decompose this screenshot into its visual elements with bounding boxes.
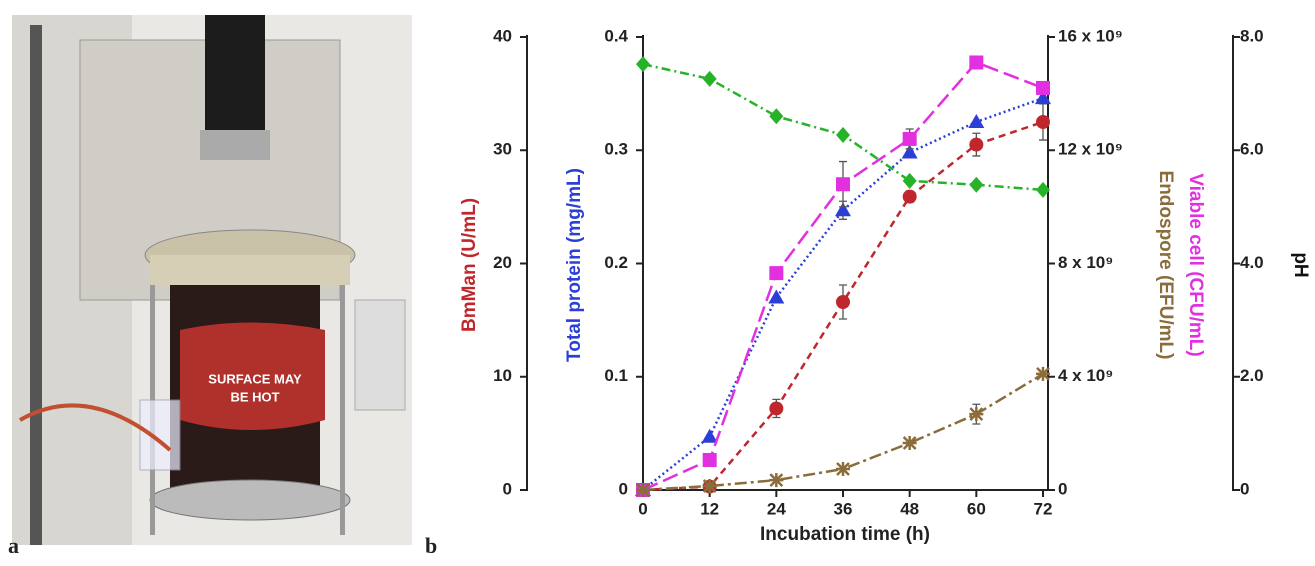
marker <box>835 202 851 217</box>
marker <box>836 295 850 310</box>
panel-label: a <box>8 533 19 558</box>
x-axis-title: Incubation time (h) <box>760 524 930 545</box>
svg-text:BE HOT: BE HOT <box>230 389 279 404</box>
y-tick-label: 6.0 <box>1240 140 1264 159</box>
y-axis-title: pH <box>1290 252 1311 277</box>
x-tick-label: 72 <box>1034 499 1053 518</box>
y-tick-label: 0.2 <box>604 253 628 272</box>
marker <box>902 436 917 451</box>
marker <box>701 428 718 443</box>
x-tick-label: 0 <box>638 499 647 518</box>
x-tick-label: 60 <box>967 499 986 518</box>
marker <box>1035 90 1051 105</box>
y-tick-label: 20 <box>493 253 512 272</box>
y-tick-label: 0 <box>619 479 628 498</box>
marker <box>969 176 984 193</box>
y-tick-label: 0.4 <box>604 26 628 45</box>
svg-text:SURFACE MAY: SURFACE MAY <box>208 371 302 386</box>
marker <box>1036 181 1050 198</box>
marker <box>702 70 717 87</box>
panel-label: b <box>425 533 437 558</box>
marker <box>969 137 984 152</box>
marker <box>636 56 650 73</box>
marker <box>769 401 784 416</box>
y-tick-label: 0 <box>1058 479 1067 498</box>
marker <box>769 266 784 281</box>
x-tick-label: 36 <box>834 499 853 518</box>
x-tick-label: 48 <box>900 499 919 518</box>
marker <box>702 452 717 467</box>
marker <box>902 131 917 146</box>
y-tick-label: 0.3 <box>604 140 628 159</box>
x-tick-label: 12 <box>700 499 719 518</box>
marker <box>636 483 650 497</box>
marker <box>836 462 850 477</box>
x-tick-label: 24 <box>767 499 786 518</box>
y-tick-label: 8 x 10⁹ <box>1058 253 1113 272</box>
y-tick-label: 0 <box>503 479 512 498</box>
marker <box>901 144 918 159</box>
marker <box>902 172 917 189</box>
marker <box>836 177 850 192</box>
y-axis-title: BmMan (U/mL) <box>459 198 480 332</box>
y-tick-label: 2.0 <box>1240 366 1264 385</box>
marker <box>902 189 917 204</box>
y-tick-label: 10 <box>493 366 512 385</box>
marker <box>769 108 784 125</box>
y-tick-label: 4.0 <box>1240 253 1264 272</box>
marker <box>702 479 717 494</box>
marker <box>1036 80 1050 95</box>
y-tick-label: 0 <box>1240 479 1249 498</box>
y-tick-label: 16 x 10⁹ <box>1058 26 1123 45</box>
y-axis-title: Viable cell (CFU/mL) <box>1185 173 1206 356</box>
marker <box>768 289 785 304</box>
y-tick-label: 8.0 <box>1240 26 1264 45</box>
y-axis-title: Endospore (EFU/mL) <box>1155 171 1176 360</box>
y-tick-label: 4 x 10⁹ <box>1058 366 1113 385</box>
marker <box>836 126 850 143</box>
marker <box>1036 366 1050 381</box>
photo: SURFACE MAY BE HOT <box>12 15 412 545</box>
y-tick-label: 12 x 10⁹ <box>1058 140 1123 159</box>
marker <box>969 55 984 70</box>
marker <box>1036 114 1050 129</box>
y-tick-label: 40 <box>493 26 512 45</box>
y-axis-title: Total protein (mg/mL) <box>564 168 585 362</box>
y-tick-label: 30 <box>493 140 512 159</box>
marker <box>969 407 984 422</box>
marker <box>769 473 784 488</box>
marker <box>968 113 985 128</box>
y-tick-label: 0.1 <box>604 366 628 385</box>
